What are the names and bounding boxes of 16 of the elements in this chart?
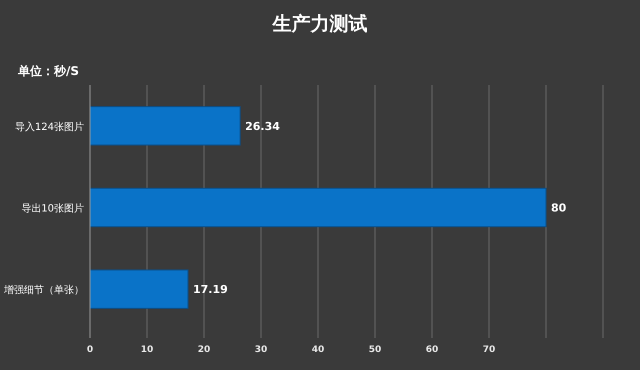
x-tick-label: 0 (86, 345, 94, 355)
data-label: 26.34 (245, 120, 280, 133)
x-tick-label: 40 (312, 345, 324, 355)
x-tick-label: 60 (426, 345, 438, 355)
x-tick-label: 50 (368, 345, 382, 355)
x-tick-label: 30 (254, 345, 268, 355)
x-tick-label: 10 (140, 345, 154, 355)
x-tick-label: 20 (198, 345, 210, 355)
chart-title: 生产力测试 (272, 13, 368, 35)
data-label: 17.19 (192, 283, 228, 296)
data-label: 80 (551, 202, 567, 214)
y-tick-label: 增强细节（单张） (3, 284, 84, 296)
y-tick-label: 导入124张图片 (14, 120, 84, 133)
y-tick-label: 导出10张图片 (21, 202, 84, 214)
x-tick-label: 70 (482, 345, 496, 355)
chart-subtitle: 单位：秒/S (17, 64, 80, 78)
